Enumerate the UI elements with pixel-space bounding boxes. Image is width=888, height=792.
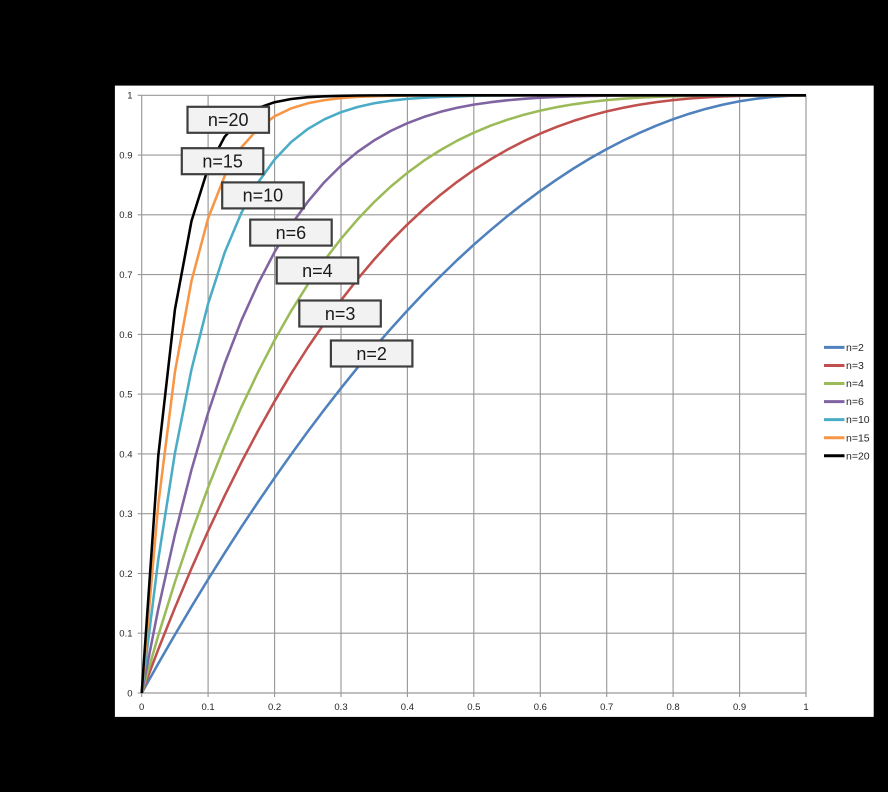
svg-text:0.8: 0.8 [666,702,679,713]
svg-text:n=20: n=20 [208,110,249,130]
svg-text:0.1: 0.1 [119,629,132,640]
svg-text:0.1: 0.1 [201,702,214,713]
svg-text:0.2: 0.2 [268,702,281,713]
svg-text:0: 0 [139,702,144,713]
svg-text:n=6: n=6 [846,396,864,408]
svg-text:0.5: 0.5 [119,390,132,401]
svg-text:0.6: 0.6 [119,330,132,341]
svg-text:0.4: 0.4 [401,702,414,713]
svg-text:0.7: 0.7 [119,270,132,281]
svg-text:0.8: 0.8 [119,210,132,221]
svg-text:0.4: 0.4 [119,449,132,460]
svg-text:0.5: 0.5 [467,702,480,713]
svg-text:0: 0 [127,688,132,699]
svg-text:n=6: n=6 [276,223,307,243]
svg-text:0.7: 0.7 [600,702,613,713]
svg-text:0.9: 0.9 [733,702,746,713]
svg-text:1: 1 [803,702,808,713]
svg-text:0.2: 0.2 [119,569,132,580]
svg-text:n=20: n=20 [846,450,870,462]
svg-text:1: 1 [127,91,132,102]
svg-text:n=10: n=10 [243,186,284,206]
svg-text:n=4: n=4 [302,261,333,281]
svg-text:n=4: n=4 [846,378,864,390]
svg-text:0.9: 0.9 [119,151,132,162]
svg-text:n=15: n=15 [202,152,243,172]
svg-text:n=10: n=10 [846,414,870,426]
svg-text:n=3: n=3 [846,360,864,372]
svg-text:n=2: n=2 [356,344,387,364]
svg-text:n=15: n=15 [846,432,870,444]
svg-text:n=3: n=3 [325,304,356,324]
svg-text:0.3: 0.3 [334,702,347,713]
svg-text:n=2: n=2 [846,342,864,354]
svg-text:0.6: 0.6 [534,702,547,713]
svg-text:0.3: 0.3 [119,509,132,520]
